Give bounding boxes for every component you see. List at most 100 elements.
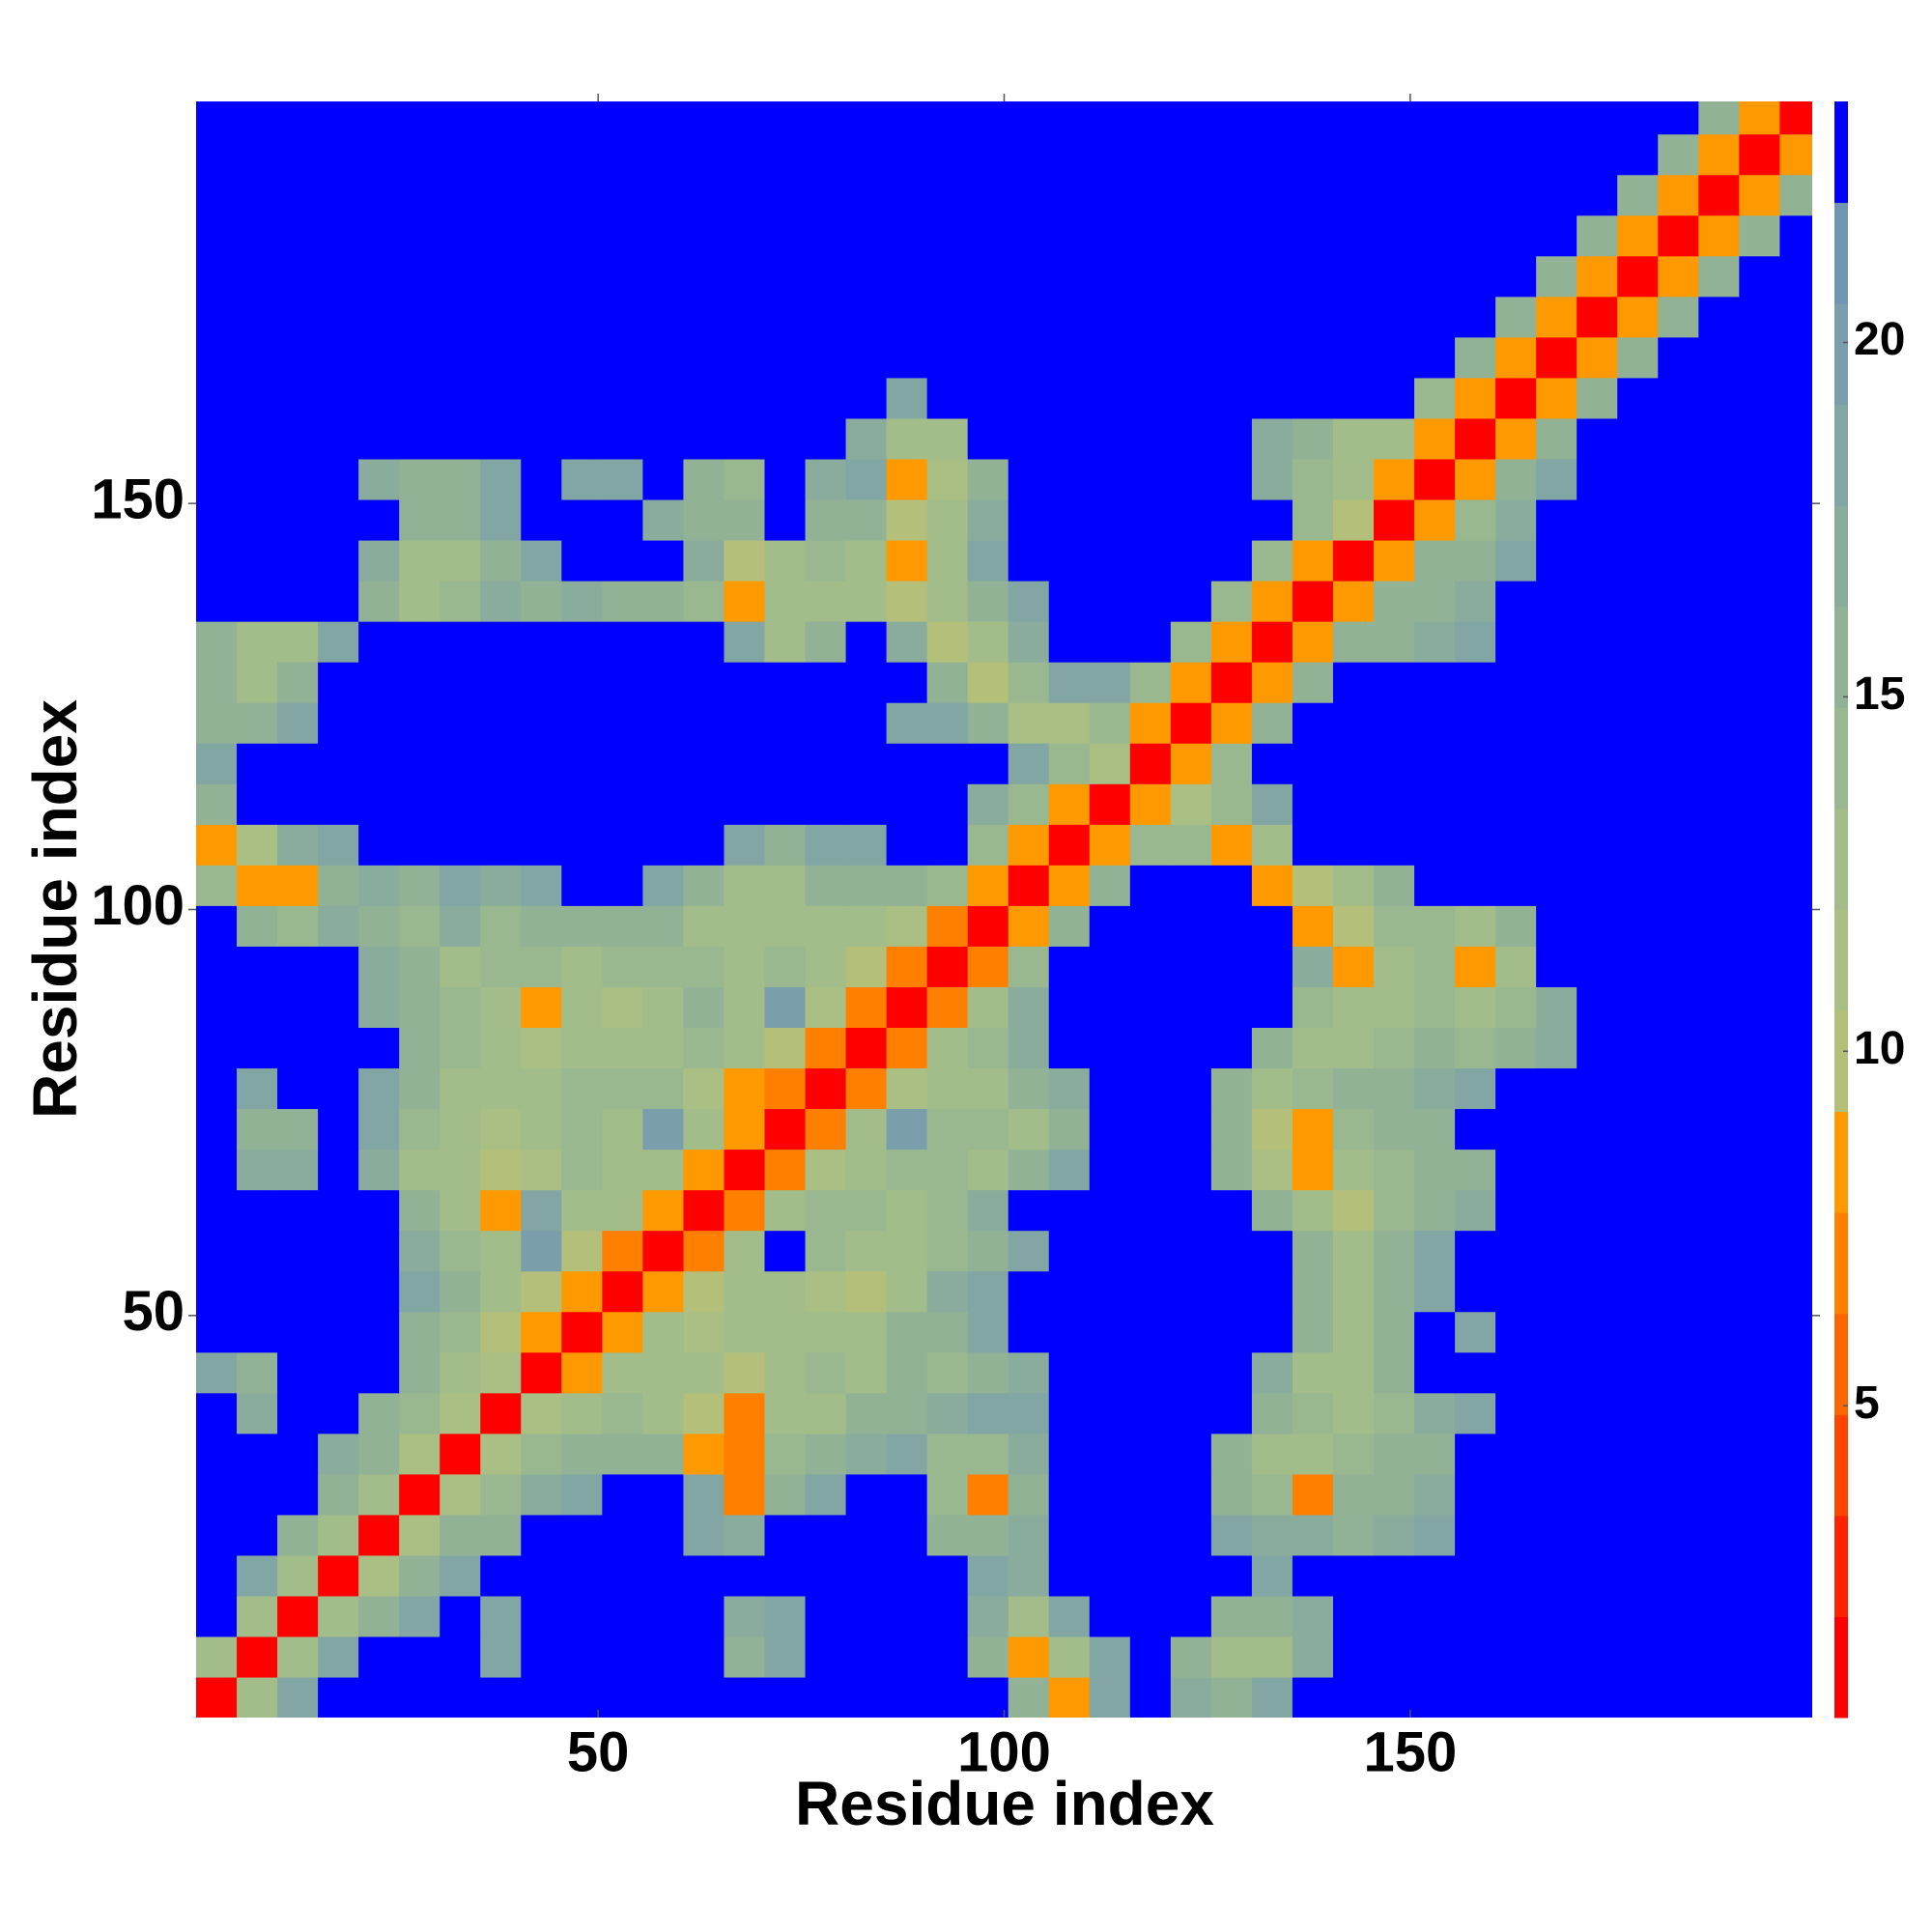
heatmap-cell [683, 905, 725, 947]
heatmap-cell [967, 539, 1009, 582]
heatmap-cell [1658, 1311, 1699, 1353]
heatmap-cell [845, 1311, 888, 1353]
heatmap-cell [724, 1392, 766, 1435]
heatmap-cell [602, 1311, 643, 1353]
heatmap-cell [1577, 581, 1618, 622]
heatmap-cell [1292, 1149, 1334, 1191]
heatmap-cell [1251, 1230, 1293, 1272]
heatmap-cell [1779, 296, 1812, 338]
heatmap-cell [805, 296, 847, 338]
heatmap-cell [1495, 133, 1537, 176]
heatmap-cell [1536, 662, 1577, 703]
heatmap-cell [1008, 621, 1050, 663]
heatmap-cell [642, 336, 685, 379]
heatmap-cell [237, 498, 278, 541]
heatmap-cell [1779, 1635, 1812, 1678]
heatmap-cell [1251, 986, 1293, 1029]
heatmap-cell [1170, 133, 1212, 176]
heatmap-cell [1455, 1067, 1496, 1110]
heatmap-cell [1210, 1230, 1253, 1272]
heatmap-cell [1455, 1392, 1496, 1435]
heatmap-cell [1170, 905, 1212, 947]
heatmap-cell [805, 905, 847, 947]
heatmap-cell [845, 458, 888, 500]
heatmap-cell [1332, 255, 1375, 298]
heatmap-cell [1698, 1270, 1740, 1313]
heatmap-cell [1577, 133, 1618, 176]
heatmap-cell [642, 255, 685, 298]
heatmap-cell [886, 1676, 928, 1718]
heatmap-cell [1089, 743, 1131, 784]
heatmap-cell [237, 1433, 278, 1475]
heatmap-cell [521, 905, 562, 947]
heatmap-cell [561, 498, 603, 541]
heatmap-cell [1374, 377, 1415, 419]
heatmap-cell [1129, 946, 1172, 987]
heatmap-cell [764, 1676, 807, 1718]
heatmap-cell [237, 824, 278, 866]
heatmap-cell [1698, 1595, 1740, 1637]
heatmap-cell [1658, 174, 1699, 216]
heatmap-cell [358, 702, 400, 744]
heatmap-cell [642, 1635, 685, 1678]
heatmap-cell [318, 1149, 359, 1191]
heatmap-cell [1495, 946, 1537, 987]
heatmap-cell [1414, 1473, 1456, 1516]
heatmap-cell [480, 1595, 522, 1637]
heatmap-cell [318, 1108, 359, 1151]
heatmap-cell [521, 621, 562, 663]
heatmap-cell [1739, 1351, 1780, 1394]
heatmap-cell [1779, 1514, 1812, 1556]
heatmap-cell [886, 1311, 928, 1353]
heatmap-cell [358, 743, 400, 784]
heatmap-cell [521, 1392, 562, 1435]
heatmap-cell [1658, 1473, 1699, 1516]
heatmap-cell [1617, 336, 1659, 379]
heatmap-cell [196, 1230, 238, 1272]
heatmap-cell [318, 1554, 359, 1597]
heatmap-cell [1048, 662, 1091, 703]
heatmap-cell [440, 417, 481, 460]
heatmap-cell [440, 1270, 481, 1313]
heatmap-cell [1536, 417, 1577, 460]
heatmap-cell [1739, 1067, 1780, 1110]
heatmap-cell [1008, 743, 1050, 784]
heatmap-cell [764, 1473, 807, 1516]
heatmap-cell [805, 1473, 847, 1516]
heatmap-cell [1210, 336, 1253, 379]
heatmap-cell [1129, 1514, 1172, 1556]
heatmap-cell [277, 1595, 319, 1637]
heatmap-cell [967, 581, 1009, 622]
heatmap-cell [1577, 101, 1618, 135]
heatmap-cell [318, 1270, 359, 1313]
heatmap-cell [1292, 946, 1334, 987]
heatmap-cell [602, 824, 643, 866]
heatmap-cell [642, 1473, 685, 1516]
heatmap-cell [440, 539, 481, 582]
heatmap-cell [642, 101, 685, 135]
heatmap-cell [1210, 101, 1253, 135]
heatmap-cell [1251, 1392, 1293, 1435]
heatmap-cell [967, 1554, 1009, 1597]
heatmap-cell [845, 539, 888, 582]
heatmap-cell [440, 621, 481, 663]
heatmap-cell [1048, 133, 1091, 176]
heatmap-cell [1617, 255, 1659, 298]
heatmap-cell [764, 783, 807, 825]
heatmap-cell [1008, 174, 1050, 216]
heatmap-cell [399, 581, 440, 622]
heatmap-cell [1739, 174, 1780, 216]
heatmap-cell [1495, 539, 1537, 582]
heatmap-cell [480, 946, 522, 987]
heatmap-cell [1251, 498, 1293, 541]
heatmap-cell [1414, 1311, 1456, 1353]
heatmap-cell [521, 662, 562, 703]
heatmap-cell [683, 1554, 725, 1597]
heatmap-cell [642, 174, 685, 216]
heatmap-cell [1129, 336, 1172, 379]
heatmap-cell [683, 743, 725, 784]
heatmap-cell [1658, 1392, 1699, 1435]
heatmap-cell [1536, 214, 1577, 257]
heatmap-cell [1210, 296, 1253, 338]
heatmap-cell [845, 1027, 888, 1069]
